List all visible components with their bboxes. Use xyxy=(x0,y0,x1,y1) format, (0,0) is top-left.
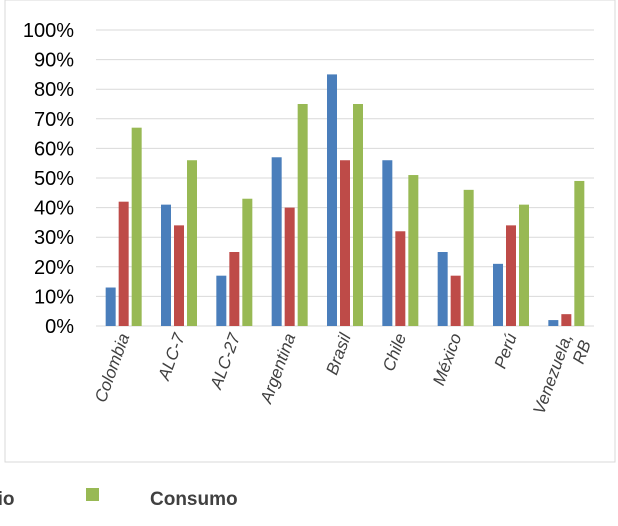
bar-series-2 xyxy=(450,275,461,326)
bar-series-3 xyxy=(242,198,253,326)
bar-series-1 xyxy=(437,252,448,326)
bar-series-3 xyxy=(408,175,419,326)
legend-label-series-2: dio xyxy=(0,489,15,510)
bar-series-3 xyxy=(574,180,585,326)
bar-series-2 xyxy=(561,314,572,326)
bar-series-1 xyxy=(216,275,227,326)
y-tick-label: 50% xyxy=(34,168,74,190)
y-tick-label: 30% xyxy=(34,227,74,249)
y-tick-label: 100% xyxy=(23,20,74,42)
legend-swatch-series-3 xyxy=(86,488,99,501)
bar-series-2 xyxy=(395,231,406,326)
bar-series-1 xyxy=(105,287,116,326)
bar-series-1 xyxy=(493,263,503,326)
bar-series-2 xyxy=(229,252,240,326)
bar-series-2 xyxy=(340,160,350,326)
y-tick-label: 90% xyxy=(34,50,74,72)
y-tick-label: 80% xyxy=(34,79,74,101)
bar-series-1 xyxy=(548,320,559,326)
bar-series-2 xyxy=(284,207,295,326)
y-tick-label: 10% xyxy=(34,286,74,308)
bar-series-3 xyxy=(519,204,529,326)
legend-label-series-3: Consumo xyxy=(150,489,238,510)
bar-series-3 xyxy=(463,189,474,326)
bar-series-1 xyxy=(382,160,393,326)
bar-series-3 xyxy=(187,160,197,326)
y-tick-label: 40% xyxy=(34,198,74,220)
y-tick-label: 20% xyxy=(34,257,74,279)
y-tick-label: 0% xyxy=(45,316,74,338)
bar-series-1 xyxy=(327,74,337,327)
bar-series-1 xyxy=(161,204,171,326)
bar-series-3 xyxy=(353,104,363,326)
bar-series-3 xyxy=(131,127,142,327)
bar-series-2 xyxy=(118,201,129,326)
bar-series-1 xyxy=(271,157,282,326)
bar-series-2 xyxy=(174,225,184,326)
y-tick-label: 70% xyxy=(34,109,74,131)
y-tick-label: 60% xyxy=(34,138,74,160)
bar-series-2 xyxy=(506,225,516,326)
chart-frame: 0% 10% 20% 30% 40% 50% 60% 70% 80% 90% 100% Colomb… xyxy=(0,0,616,510)
bar-series-3 xyxy=(297,104,308,326)
